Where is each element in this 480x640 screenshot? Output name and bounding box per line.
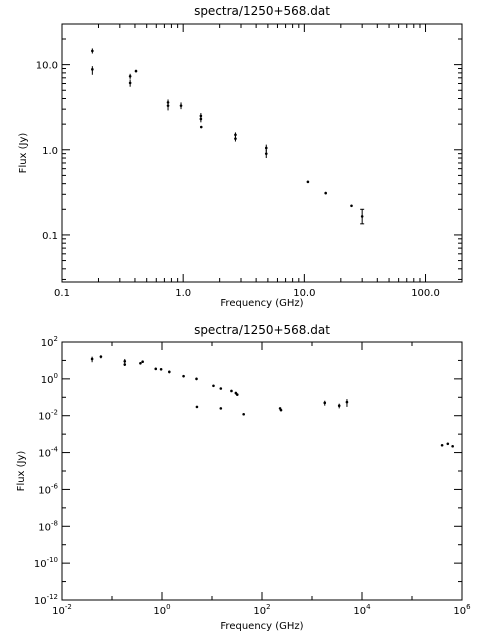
bottom-data-point (195, 405, 199, 409)
top-data-point (324, 191, 327, 195)
top-data-point (306, 180, 310, 184)
bottom-data-point (123, 359, 127, 363)
top-data-point (128, 81, 132, 85)
top-plot-frame (61, 23, 463, 283)
bottom-ytick-label: 10-2 (38, 409, 58, 423)
top-data-point (134, 69, 138, 73)
bottom-chart: spectra/1250+568.dat 10-2 100 102 104 106 102… (16, 323, 471, 632)
top-chart-title: spectra/1250+568.dat (194, 4, 330, 18)
bottom-data-point (451, 444, 454, 448)
bottom-ytick-label: 100 (41, 372, 58, 386)
top-data-point (234, 133, 237, 137)
bottom-xtick-label: 10-2 (52, 603, 72, 617)
bottom-y-axis-label: Flux (Jy) (16, 451, 27, 492)
top-xtick-label: 10.0 (293, 288, 315, 299)
bottom-data-point (323, 401, 327, 405)
bottom-xtick-label: 106 (453, 603, 471, 617)
bottom-xtick-label: 100 (153, 603, 170, 617)
bottom-chart-title: spectra/1250+568.dat (194, 323, 330, 337)
bottom-data-point (212, 384, 215, 388)
top-xtick-label: 0.1 (54, 288, 70, 299)
bottom-axis-ticks: 10-2 100 102 104 106 102 100 10-2 10-4 10-6 10-8 10… (34, 335, 471, 617)
bottom-data-point (195, 377, 198, 381)
bottom-data-point (235, 393, 239, 396)
top-xtick-label: 1.0 (175, 288, 191, 299)
bottom-data-point (446, 442, 450, 446)
top-data-point (166, 104, 170, 107)
bottom-ytick-label: 102 (41, 335, 58, 349)
bottom-ytick-label: 10-8 (38, 519, 58, 533)
bottom-xtick-label: 104 (353, 603, 371, 617)
top-data-point (350, 204, 353, 208)
bottom-data-point (90, 357, 94, 361)
bottom-data-point (337, 404, 341, 407)
top-data-point (264, 146, 268, 150)
bottom-ytick-label: 10-4 (38, 446, 58, 460)
top-data-point (199, 125, 203, 129)
top-ytick-label: 10.0 (36, 61, 58, 72)
top-data-point (199, 114, 203, 118)
bottom-data-point (242, 412, 245, 416)
bottom-data-points (90, 355, 454, 448)
bottom-x-axis-label: Frequency (GHz) (220, 621, 303, 632)
top-y-axis-label: Flux (Jy) (18, 133, 29, 174)
bottom-ytick-label: 10-6 (38, 482, 58, 496)
top-data-point (264, 152, 268, 155)
top-xtick-label: 100.0 (411, 288, 440, 299)
bottom-data-point (154, 367, 158, 371)
top-data-point (128, 74, 132, 78)
bottom-ytick-label: 10-10 (34, 556, 58, 570)
top-data-point (360, 215, 364, 218)
bottom-data-point (168, 370, 171, 374)
top-chart: spectra/1250+568.dat 0.1 1.0 10.0 100.0 0.1 1… (18, 4, 463, 309)
bottom-data-point (141, 360, 144, 364)
bottom-data-point (279, 408, 283, 412)
top-x-axis-label: Frequency (GHz) (220, 298, 303, 309)
top-axis-ticks: 0.1 1.0 10.0 100.0 0.1 1.0 10.0 (36, 24, 462, 299)
bottom-data-point (139, 361, 142, 365)
bottom-data-point (159, 368, 163, 371)
bottom-data-point (99, 355, 103, 358)
bottom-data-point (219, 407, 223, 410)
top-data-point (199, 117, 203, 121)
bottom-xtick-label: 102 (253, 603, 270, 617)
bottom-data-point (123, 363, 127, 366)
bottom-data-point (230, 389, 233, 393)
bottom-data-point (440, 443, 444, 447)
top-data-point (179, 104, 183, 107)
bottom-data-point (345, 400, 349, 404)
top-ytick-label: 1.0 (42, 146, 58, 157)
top-data-point (91, 49, 94, 53)
bottom-data-point (182, 374, 185, 378)
top-ytick-label: 0.1 (42, 231, 58, 242)
top-data-point (234, 137, 237, 140)
top-data-points (91, 48, 365, 225)
top-data-point (91, 68, 94, 71)
bottom-data-point (219, 387, 223, 390)
bottom-ytick-label: 10-12 (34, 593, 58, 607)
bottom-plot-frame (61, 341, 463, 601)
